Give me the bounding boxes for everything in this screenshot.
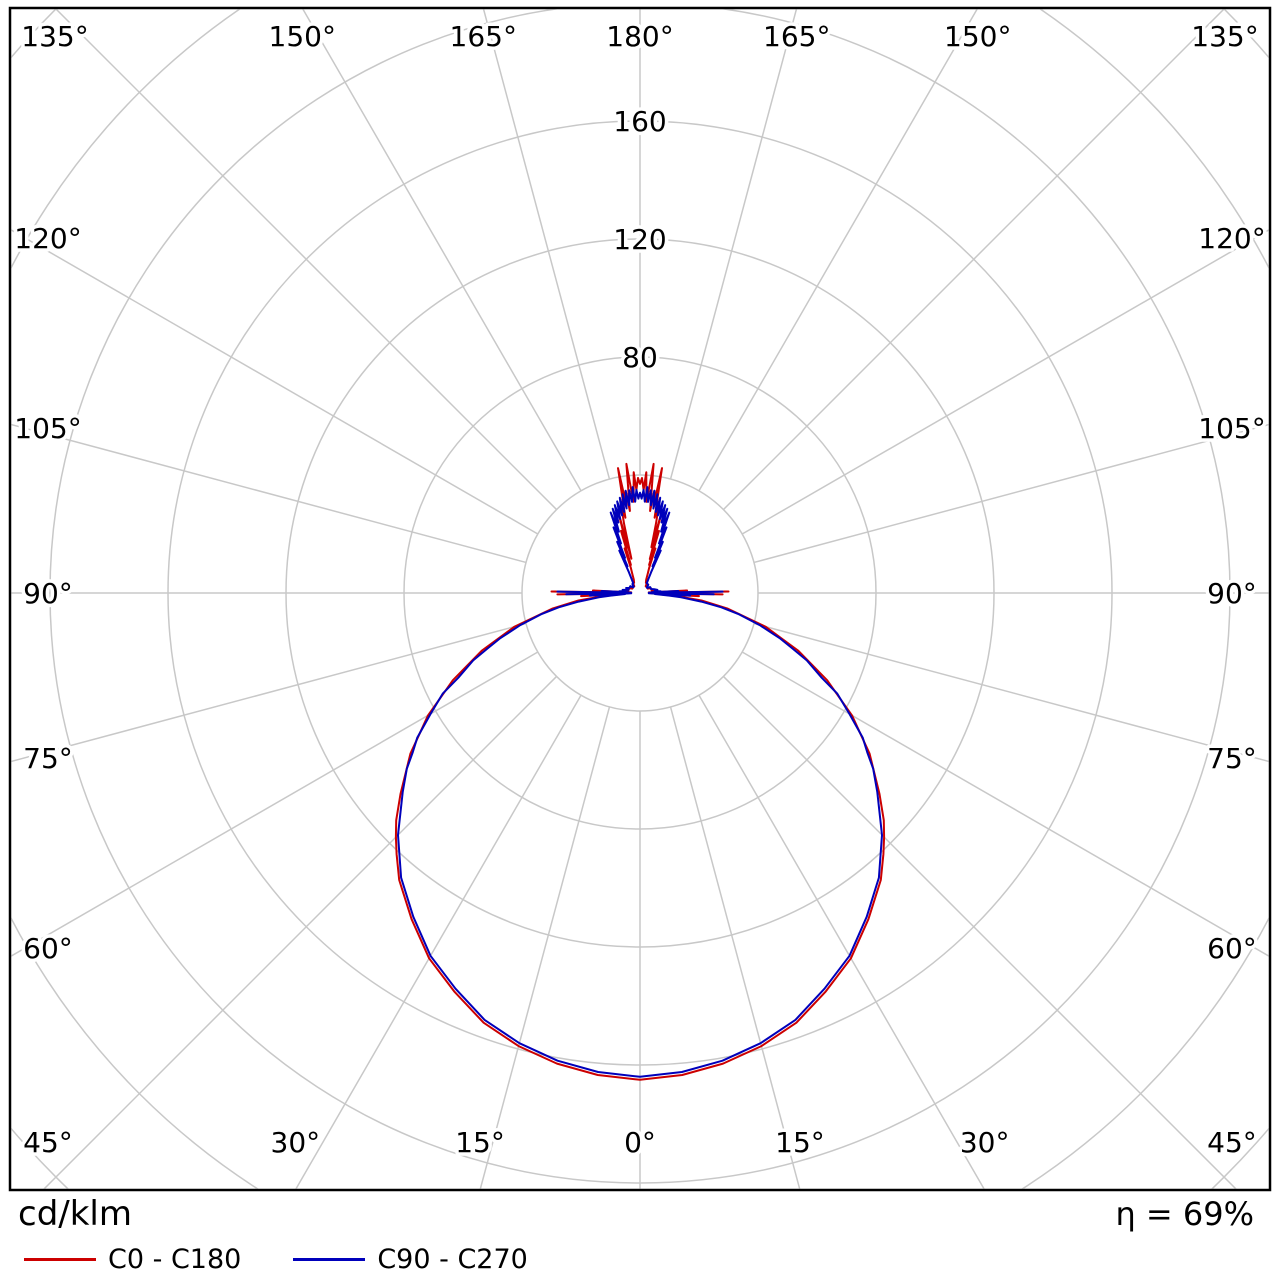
axis-tick-label: 75° xyxy=(1207,742,1257,775)
axis-tick-label: 80 xyxy=(622,341,658,374)
axis-tick-label: 15° xyxy=(455,1126,505,1159)
axis-tick-label: 90° xyxy=(23,577,73,610)
legend-line-swatch xyxy=(24,1258,96,1261)
polar-chart-svg: 80 120 160 0° 15° 15° 30° 30° 45° 45° 180° 165° 165°… xyxy=(8,6,1272,1192)
axis-tick-label: 150° xyxy=(269,20,336,53)
axis-tick-label: 165° xyxy=(763,20,830,53)
axis-tick-label: 45° xyxy=(1207,1126,1257,1159)
axis-tick-label: 0° xyxy=(624,1126,656,1159)
axis-tick-label: 120 xyxy=(613,223,666,256)
axis-tick-label: 60° xyxy=(23,932,73,965)
axis-tick-label: 150° xyxy=(944,20,1011,53)
footer-row: cd/klm η = 69% xyxy=(0,1192,1280,1234)
legend-item: C90 - C270 xyxy=(293,1244,528,1275)
axis-tick-label: 135° xyxy=(1191,20,1258,53)
axis-tick-label: 75° xyxy=(23,742,73,775)
axis-tick-label: 15° xyxy=(775,1126,825,1159)
axis-tick-label: 120° xyxy=(1198,222,1265,255)
legend: C0 - C180 C90 - C270 xyxy=(0,1244,1280,1275)
axis-tick-label: 135° xyxy=(21,20,88,53)
legend-label: C0 - C180 xyxy=(108,1244,242,1275)
axis-tick-label: 30° xyxy=(271,1126,321,1159)
efficiency-value: η = 69% xyxy=(1115,1195,1254,1233)
axis-tick-label: 105° xyxy=(14,412,81,445)
curve-C90-C270 xyxy=(397,486,883,1078)
legend-item: C0 - C180 xyxy=(24,1244,241,1275)
axis-tick-label: 30° xyxy=(960,1126,1010,1159)
legend-label: C90 - C270 xyxy=(377,1244,528,1275)
chart-footer: cd/klm η = 69% C0 - C180 C90 - C270 xyxy=(0,1192,1280,1280)
axis-tick-label: 180° xyxy=(606,20,673,53)
axis-tick-label: 160 xyxy=(613,105,666,138)
unit-label: cd/klm xyxy=(18,1194,132,1234)
axis-tick-label: 105° xyxy=(1198,412,1265,445)
axis-tick-label: 60° xyxy=(1207,932,1257,965)
legend-line-swatch xyxy=(293,1258,366,1261)
axis-tick-label: 45° xyxy=(23,1126,73,1159)
axis-tick-label: 165° xyxy=(450,20,517,53)
axis-tick-label: 90° xyxy=(1207,577,1257,610)
axis-tick-label: 120° xyxy=(14,222,81,255)
